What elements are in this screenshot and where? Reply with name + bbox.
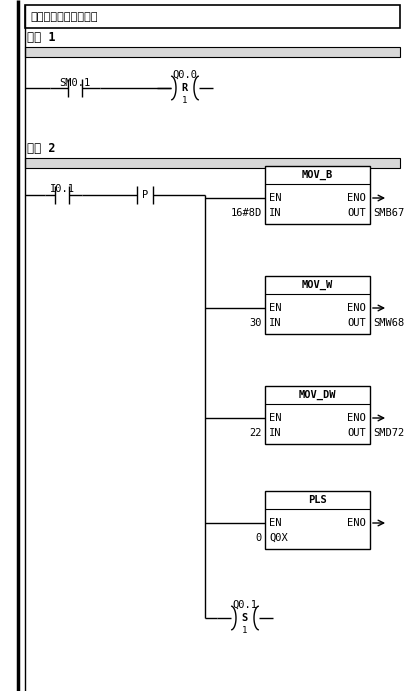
Text: IN: IN: [269, 318, 282, 328]
Text: EN: EN: [269, 413, 282, 423]
Text: 22: 22: [250, 428, 262, 438]
Text: ENO: ENO: [347, 303, 366, 313]
Text: ENO: ENO: [347, 193, 366, 203]
Text: PLS: PLS: [308, 495, 327, 505]
Bar: [265, 491, 370, 549]
Text: I0.1: I0.1: [49, 184, 75, 194]
Text: 30: 30: [250, 318, 262, 328]
Text: SMD72: SMD72: [373, 428, 404, 438]
Text: 网络 1: 网络 1: [27, 30, 55, 44]
Bar: [265, 276, 370, 334]
Text: S: S: [242, 613, 248, 623]
Text: EN: EN: [269, 193, 282, 203]
Text: MOV_B: MOV_B: [302, 170, 333, 180]
Text: P: P: [142, 190, 148, 200]
Text: 网络 2: 网络 2: [27, 142, 55, 155]
Bar: [25, 5, 400, 28]
Text: OUT: OUT: [347, 208, 366, 218]
Text: 1: 1: [182, 96, 188, 105]
Bar: [265, 386, 370, 444]
Text: 1: 1: [242, 626, 248, 635]
Text: SM0.1: SM0.1: [60, 78, 91, 88]
Text: OUT: OUT: [347, 318, 366, 328]
Text: EN: EN: [269, 303, 282, 313]
Text: MOV_DW: MOV_DW: [299, 390, 336, 400]
Text: OUT: OUT: [347, 428, 366, 438]
Text: R: R: [182, 83, 188, 93]
Text: Q0.1: Q0.1: [233, 600, 257, 610]
Bar: [25, 47, 400, 57]
Text: MOV_W: MOV_W: [302, 280, 333, 290]
Bar: [25, 158, 400, 168]
Text: 16#8D: 16#8D: [231, 208, 262, 218]
Text: SMW68: SMW68: [373, 318, 404, 328]
Text: ENO: ENO: [347, 413, 366, 423]
Text: 0: 0: [256, 533, 262, 543]
Text: 程序注释背面支撑程序: 程序注释背面支撑程序: [30, 12, 98, 22]
Text: IN: IN: [269, 208, 282, 218]
Bar: [265, 166, 370, 224]
Text: EN: EN: [269, 518, 282, 528]
Text: IN: IN: [269, 428, 282, 438]
Text: ENO: ENO: [347, 518, 366, 528]
Text: Q0.0: Q0.0: [173, 70, 197, 80]
Text: Q0X: Q0X: [269, 533, 288, 543]
Text: SMB67: SMB67: [373, 208, 404, 218]
